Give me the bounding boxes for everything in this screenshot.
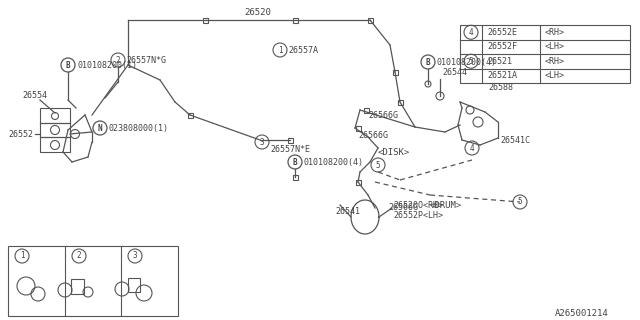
Bar bbox=[367, 18, 372, 22]
Bar bbox=[292, 18, 298, 22]
Bar bbox=[397, 100, 403, 105]
Text: 4: 4 bbox=[468, 28, 474, 37]
Text: <RH>: <RH> bbox=[545, 28, 565, 37]
Text: 5: 5 bbox=[518, 197, 522, 206]
Text: 5: 5 bbox=[468, 57, 474, 66]
Text: A265001214: A265001214 bbox=[555, 309, 609, 318]
Text: 26557N*E: 26557N*E bbox=[270, 145, 310, 154]
Text: 26520O<RH>: 26520O<RH> bbox=[393, 201, 443, 210]
Text: <LH>: <LH> bbox=[545, 42, 565, 51]
Text: 26557A: 26557A bbox=[288, 45, 318, 54]
Text: <RH>: <RH> bbox=[545, 57, 565, 66]
Bar bbox=[128, 278, 140, 292]
Text: B: B bbox=[292, 157, 298, 166]
Text: 26552F: 26552F bbox=[487, 42, 517, 51]
Text: N: N bbox=[98, 124, 102, 132]
Text: <DISK>: <DISK> bbox=[378, 148, 410, 156]
Text: 010108200(1): 010108200(1) bbox=[77, 60, 137, 69]
Bar bbox=[355, 125, 360, 131]
Text: 26554: 26554 bbox=[22, 91, 47, 100]
Text: 26521: 26521 bbox=[487, 57, 512, 66]
Text: B: B bbox=[66, 60, 70, 69]
Text: 26521A: 26521A bbox=[487, 71, 517, 80]
Text: 1: 1 bbox=[20, 252, 24, 260]
Text: B: B bbox=[426, 58, 430, 67]
Text: 26520: 26520 bbox=[244, 7, 271, 17]
Text: 26566G: 26566G bbox=[358, 131, 388, 140]
Text: 010108200(4): 010108200(4) bbox=[303, 157, 363, 166]
Bar bbox=[392, 69, 397, 75]
Text: 26588: 26588 bbox=[488, 83, 513, 92]
Text: 26566G: 26566G bbox=[368, 110, 398, 119]
Text: 4: 4 bbox=[470, 143, 474, 153]
Text: 2: 2 bbox=[77, 252, 81, 260]
Text: 26544: 26544 bbox=[442, 68, 467, 76]
Text: 5: 5 bbox=[376, 161, 380, 170]
Bar bbox=[8, 246, 178, 316]
Text: 26541C: 26541C bbox=[500, 135, 530, 145]
Bar bbox=[202, 18, 207, 22]
Text: 26552P<LH>: 26552P<LH> bbox=[393, 212, 443, 220]
Text: 3: 3 bbox=[260, 138, 264, 147]
Bar bbox=[460, 25, 630, 83]
Bar bbox=[188, 113, 193, 117]
Text: 023808000(1): 023808000(1) bbox=[108, 124, 168, 132]
Bar bbox=[364, 108, 369, 113]
Bar bbox=[71, 279, 84, 294]
Text: 3: 3 bbox=[132, 252, 138, 260]
Bar bbox=[40, 108, 70, 152]
Text: <DRUM>: <DRUM> bbox=[430, 201, 462, 210]
Text: <LH>: <LH> bbox=[545, 71, 565, 80]
Text: 26552E: 26552E bbox=[487, 28, 517, 37]
Text: 1: 1 bbox=[278, 45, 282, 54]
Text: 26566G: 26566G bbox=[388, 204, 418, 212]
Bar bbox=[287, 138, 292, 142]
Bar bbox=[292, 174, 298, 180]
Text: 010108200(4): 010108200(4) bbox=[436, 58, 496, 67]
Bar bbox=[355, 180, 360, 185]
Text: 26541: 26541 bbox=[335, 207, 360, 217]
Text: 26552: 26552 bbox=[8, 130, 33, 139]
Text: 26557N*G: 26557N*G bbox=[126, 55, 166, 65]
Text: 2: 2 bbox=[116, 55, 120, 65]
